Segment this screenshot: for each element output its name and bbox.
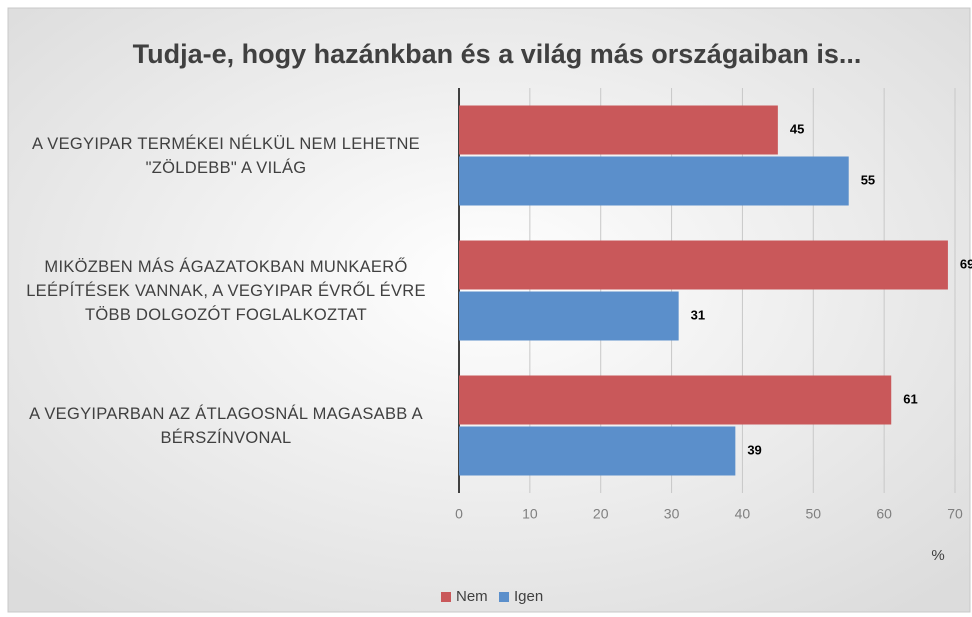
x-tick-label: 50 [805, 506, 821, 522]
x-tick-label: 30 [664, 506, 680, 522]
data-label: 55 [861, 172, 875, 187]
x-axis-label: % [931, 547, 944, 564]
data-label: 61 [903, 391, 917, 406]
x-tick-label: 70 [947, 506, 963, 522]
category-label: MIKÖZBEN MÁS ÁGAZATOKBAN MUNKAERŐ LEÉPÍT… [26, 257, 426, 324]
bar [459, 426, 736, 476]
x-tick-label: 10 [522, 506, 538, 522]
bar [459, 291, 679, 341]
legend-label: Nem [456, 588, 488, 605]
data-label: 69 [960, 256, 972, 271]
category-label: A VEGYIPAR TERMÉKEI NÉLKÜL NEM LEHETNE "… [32, 134, 420, 177]
data-label: 39 [747, 442, 761, 457]
x-tick-label: 0 [455, 506, 463, 522]
bar [459, 156, 849, 206]
data-label: 31 [691, 307, 705, 322]
bar [459, 105, 778, 155]
data-label: 45 [790, 121, 804, 136]
bar [459, 240, 948, 290]
legend-label: Igen [514, 588, 543, 605]
x-tick-label: 60 [876, 506, 892, 522]
legend-swatch [499, 592, 509, 602]
x-tick-label: 20 [593, 506, 609, 522]
category-label: A VEGYIPARBAN AZ ÁTLAGOSNÁL MAGASABB A B… [29, 404, 423, 447]
chart-title: Tudja-e, hogy hazánkban és a világ más o… [133, 39, 862, 69]
legend-swatch [441, 592, 451, 602]
bar [459, 375, 892, 425]
x-tick-label: 40 [735, 506, 751, 522]
